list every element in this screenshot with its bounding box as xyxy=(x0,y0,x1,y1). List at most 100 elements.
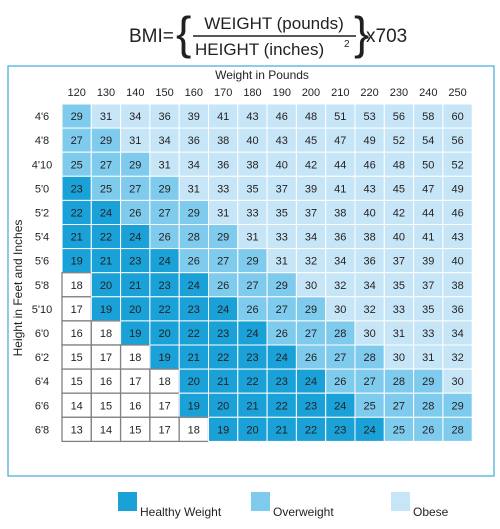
heatmap-cell xyxy=(266,296,297,322)
y-tick-label: 5'4 xyxy=(35,232,49,244)
legend-label-healthy: Healthy Weight xyxy=(140,505,222,519)
cell-value: 17 xyxy=(71,304,83,316)
x-tick-label: 120 xyxy=(68,87,86,99)
cell-value: 19 xyxy=(217,424,229,436)
cell-value: 37 xyxy=(276,183,288,195)
heatmap-cell xyxy=(90,344,122,370)
cell-value: 27 xyxy=(393,400,405,412)
y-tick-label: 6'6 xyxy=(35,400,49,412)
heatmap-cell xyxy=(295,248,327,274)
heatmap-cell xyxy=(178,416,210,443)
heatmap-cell xyxy=(413,296,444,322)
cell-value: 36 xyxy=(158,111,170,123)
cell-value: 15 xyxy=(129,424,141,436)
cell-value: 29 xyxy=(129,159,141,171)
cell-value: 46 xyxy=(363,159,375,171)
heatmap-cell xyxy=(295,272,327,298)
cell-value: 41 xyxy=(217,111,229,123)
x-tick-label: 240 xyxy=(419,87,437,99)
heatmap-cell xyxy=(354,296,385,322)
heatmap-cell xyxy=(237,272,268,298)
cell-value: 22 xyxy=(71,208,83,220)
heatmap-cell xyxy=(295,392,327,418)
cell-value: 17 xyxy=(100,352,112,364)
heatmap-cell xyxy=(90,392,122,418)
cell-value: 22 xyxy=(100,232,112,244)
cell-value: 17 xyxy=(129,376,141,388)
cell-value: 41 xyxy=(422,232,434,244)
cell-value: 40 xyxy=(363,208,375,220)
cell-value: 22 xyxy=(158,304,170,316)
cell-value: 24 xyxy=(217,304,229,316)
cell-value: 33 xyxy=(276,232,288,244)
heatmap-cell xyxy=(383,344,415,370)
cell-value: 52 xyxy=(451,159,463,171)
heatmap-cell xyxy=(178,224,209,250)
cell-value: 24 xyxy=(363,424,375,436)
cell-value: 19 xyxy=(188,400,200,412)
cell-value: 24 xyxy=(334,400,346,412)
cell-value: 33 xyxy=(246,208,258,220)
legend-label-overweight: Overweight xyxy=(273,505,334,519)
cell-value: 27 xyxy=(305,328,317,340)
cell-value: 18 xyxy=(158,376,170,388)
cell-value: 33 xyxy=(393,304,405,316)
cell-value: 47 xyxy=(334,135,346,147)
heatmap-cell xyxy=(442,320,473,346)
cell-value: 31 xyxy=(393,328,405,340)
cell-value: 21 xyxy=(217,376,229,388)
cell-value: 34 xyxy=(451,328,463,340)
cell-value: 25 xyxy=(393,424,405,436)
cell-value: 18 xyxy=(188,424,200,436)
cell-value: 30 xyxy=(305,280,317,292)
cell-value: 39 xyxy=(188,111,200,123)
y-tick-label: 4'8 xyxy=(35,135,49,147)
cell-value: 16 xyxy=(129,400,141,412)
heatmap-cell xyxy=(383,320,415,346)
cell-value: 38 xyxy=(451,280,463,292)
cell-value: 42 xyxy=(393,208,405,220)
heatmap-cell xyxy=(295,151,327,177)
cell-value: 31 xyxy=(129,135,141,147)
heatmap-cell xyxy=(383,368,415,394)
cell-value: 49 xyxy=(363,135,375,147)
cell-value: 29 xyxy=(246,256,258,268)
heatmap-cell xyxy=(149,199,180,225)
heatmap-cell xyxy=(413,199,444,225)
heatmap-cell xyxy=(120,320,151,346)
cell-value: 24 xyxy=(188,280,200,292)
cell-value: 32 xyxy=(305,256,317,268)
cell-value: 32 xyxy=(451,352,463,364)
cell-value: 32 xyxy=(363,304,375,316)
cell-value: 37 xyxy=(422,280,434,292)
heatmap-cell xyxy=(354,175,385,201)
heatmap-cell xyxy=(354,199,385,225)
heatmap-cell xyxy=(413,151,444,177)
heatmap-cell xyxy=(149,344,180,370)
heatmap-cell xyxy=(383,392,415,418)
cell-value: 35 xyxy=(422,304,434,316)
cell-value: 58 xyxy=(422,111,434,123)
y-tick-label: 6'8 xyxy=(35,424,49,436)
cell-value: 39 xyxy=(422,256,434,268)
cell-value: 28 xyxy=(422,400,434,412)
heatmap-cell xyxy=(413,344,444,370)
cell-value: 31 xyxy=(188,183,200,195)
cell-value: 14 xyxy=(100,424,112,436)
cell-value: 26 xyxy=(129,208,141,220)
heatmap-cell xyxy=(266,127,297,153)
heatmap-cell xyxy=(120,296,151,322)
cell-value: 23 xyxy=(276,376,288,388)
cell-value: 20 xyxy=(217,400,229,412)
heatmap-cell xyxy=(295,344,327,370)
cell-value: 40 xyxy=(276,159,288,171)
y-tick-label: 4'6 xyxy=(35,111,49,123)
heatmap-cell xyxy=(120,199,151,225)
heatmap-cell xyxy=(266,320,297,346)
cell-value: 17 xyxy=(158,400,170,412)
heatmap-cell xyxy=(383,272,415,298)
heatmap-cell xyxy=(413,224,444,250)
cell-value: 19 xyxy=(158,352,170,364)
cell-value: 33 xyxy=(422,328,434,340)
